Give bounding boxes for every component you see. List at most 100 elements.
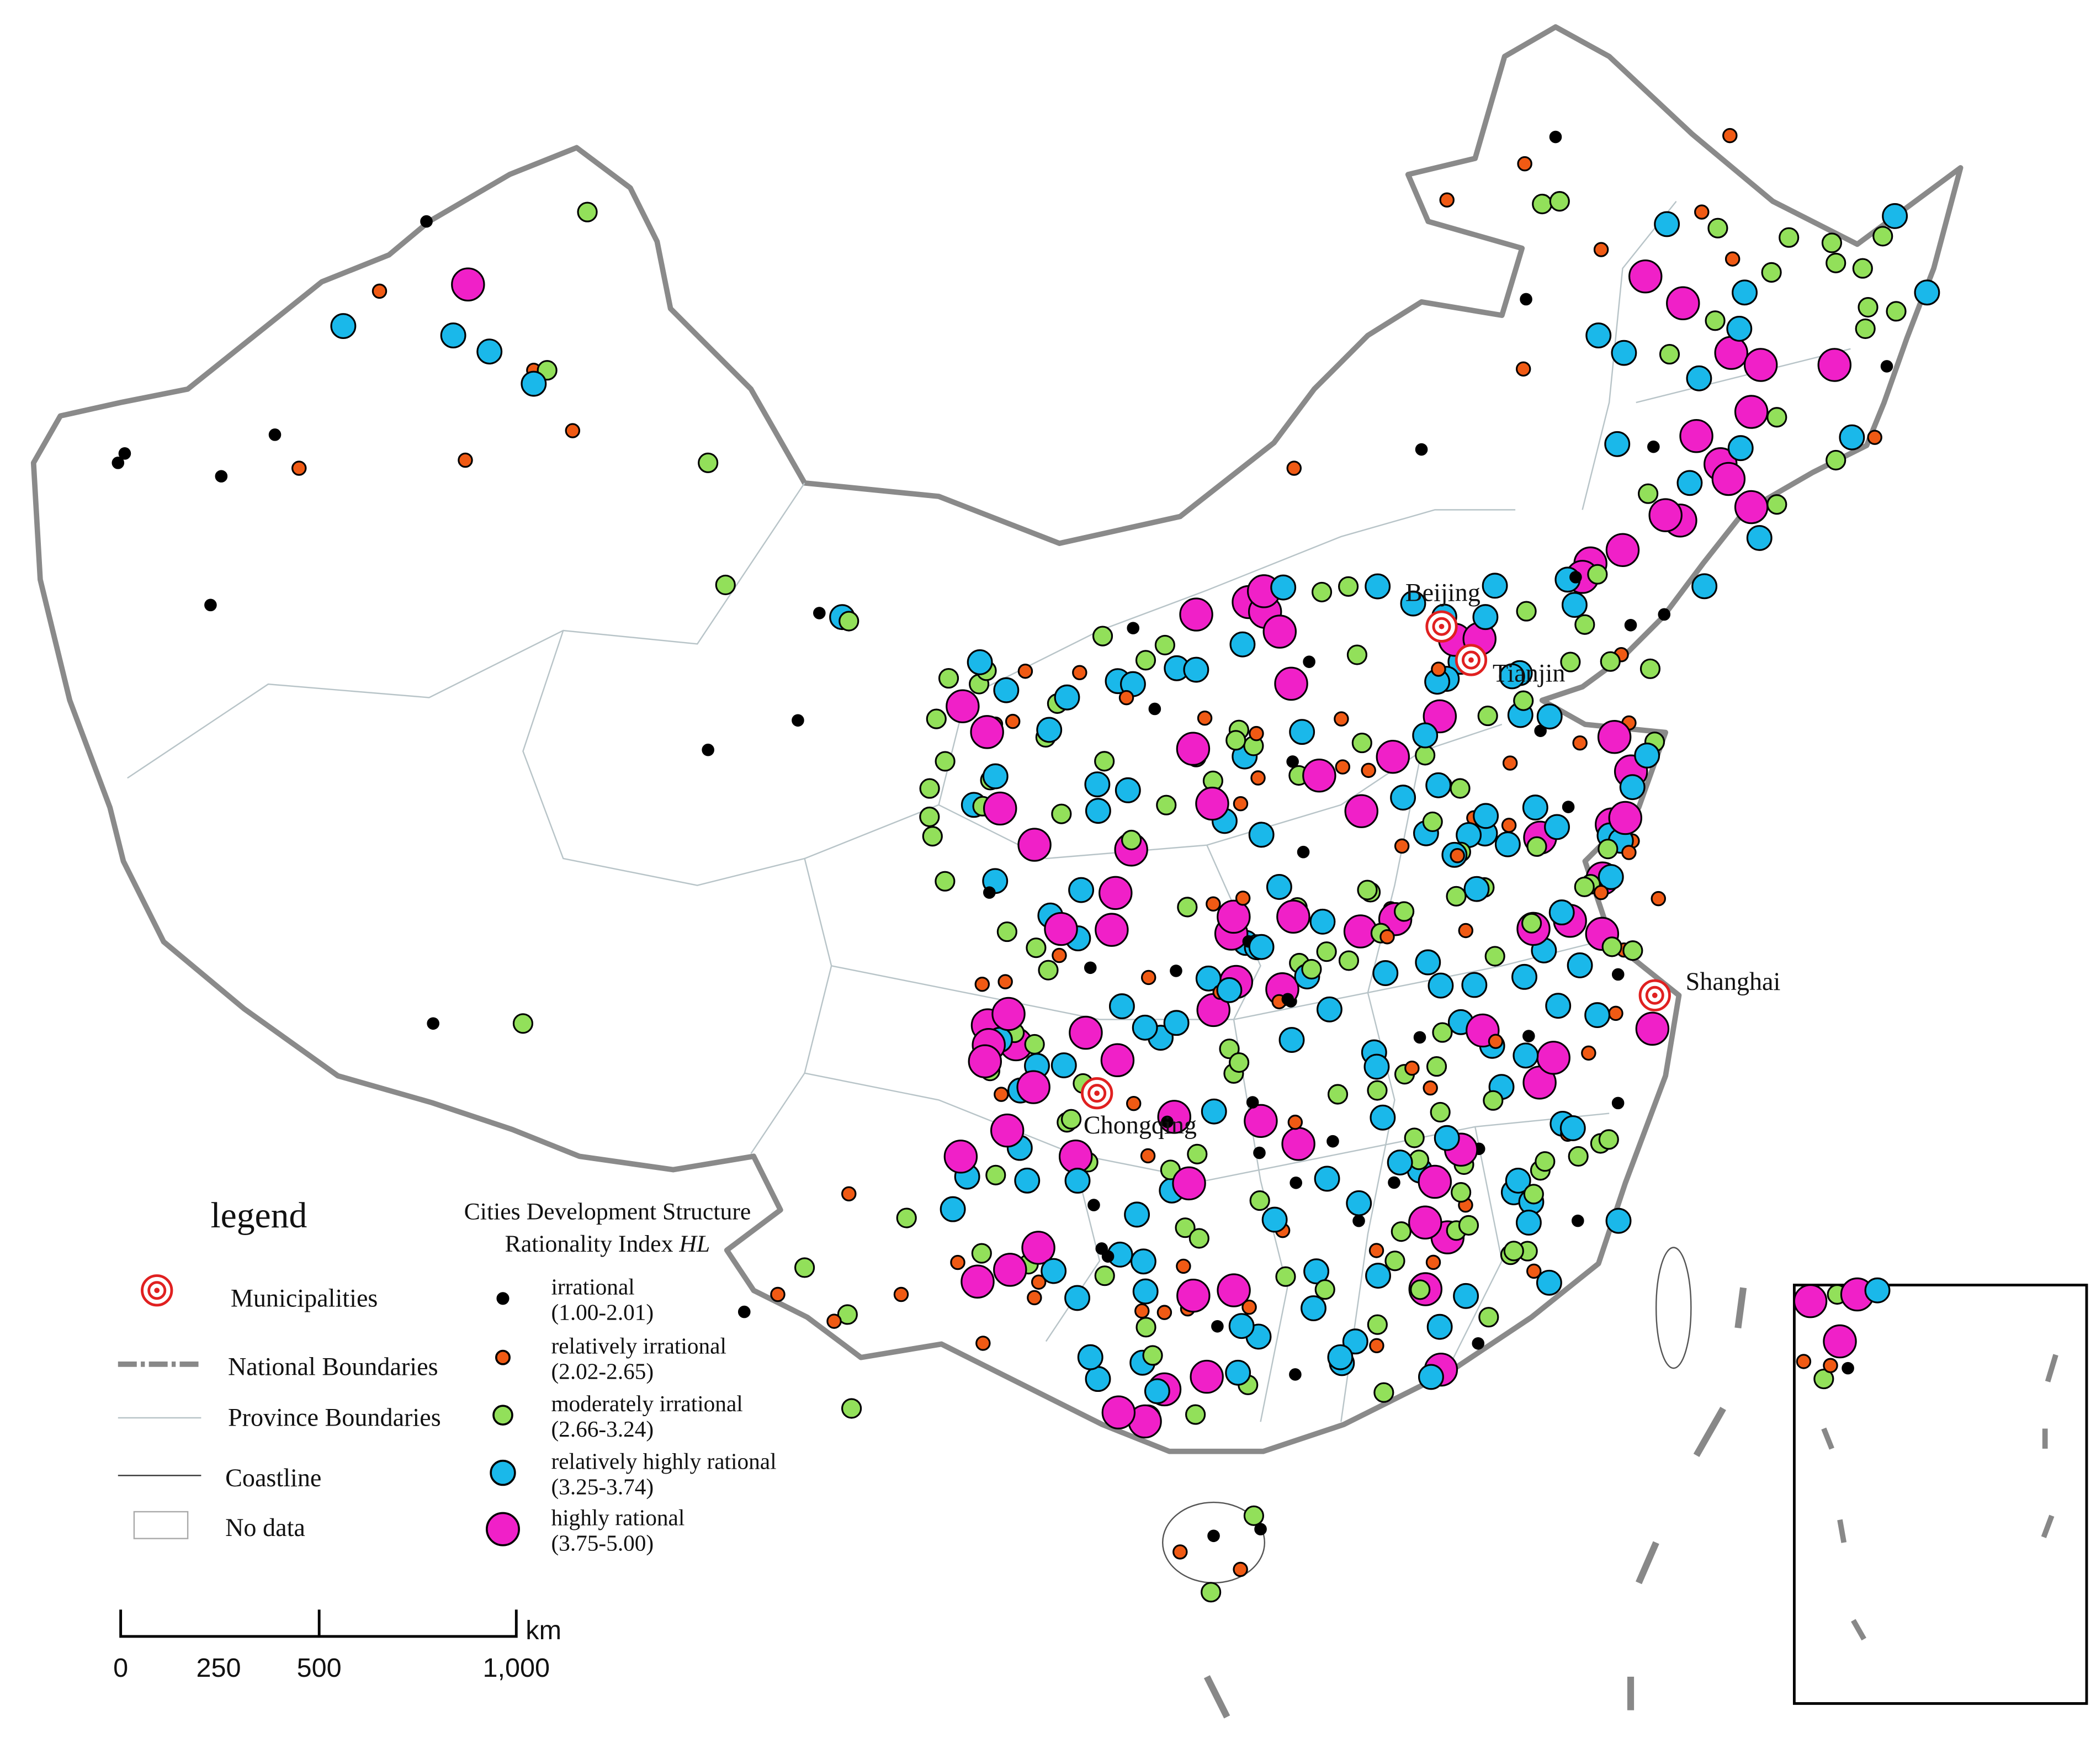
- city-dot: [1342, 1328, 1368, 1355]
- city-dot: [1418, 1164, 1452, 1199]
- city-dot: [1494, 831, 1521, 857]
- city-dot: [1711, 462, 1746, 496]
- city-dot: [1598, 839, 1619, 860]
- municipality-label: Tianjin: [1493, 659, 1566, 687]
- city-dot: [1161, 1115, 1174, 1129]
- city-dot: [1108, 993, 1135, 1020]
- city-dot: [1425, 772, 1452, 798]
- legend-dot: [490, 1459, 516, 1486]
- city-dot: [1367, 1314, 1388, 1335]
- city-dot: [1274, 666, 1308, 701]
- city-dot: [1016, 1070, 1050, 1104]
- city-dot: [1635, 1011, 1670, 1046]
- city-dot: [1142, 1345, 1163, 1366]
- city-dot: [1813, 1368, 1834, 1390]
- city-dot: [1608, 801, 1642, 835]
- city-dot: [1176, 1278, 1211, 1313]
- city-dot: [1351, 732, 1372, 754]
- city-dot: [1235, 891, 1251, 906]
- scale-unit: km: [526, 1615, 561, 1645]
- city-dot: [1779, 227, 1800, 248]
- city-dot: [1175, 1217, 1196, 1238]
- city-dot: [1338, 950, 1360, 971]
- city-dot: [1327, 1344, 1354, 1370]
- municipality-ring: [1087, 1084, 1107, 1103]
- city-dot: [1526, 836, 1547, 857]
- city-dot: [1052, 947, 1067, 963]
- city-dot: [1311, 581, 1333, 602]
- city-dot: [1400, 590, 1426, 617]
- city-dot: [1561, 592, 1588, 618]
- city-dot: [1357, 880, 1378, 900]
- city-dot: [1724, 251, 1741, 267]
- city-dot: [1379, 929, 1395, 945]
- city-dot: [1316, 941, 1337, 962]
- city-dot: [702, 743, 714, 756]
- city-dot: [427, 1017, 439, 1030]
- city-dot: [1309, 908, 1336, 935]
- city-dot: [1446, 886, 1467, 907]
- city-dot: [1694, 204, 1710, 220]
- city-dot: [1135, 650, 1156, 671]
- city-dot: [1095, 1242, 1108, 1255]
- scale-label: 1,000: [482, 1653, 550, 1683]
- city-dot: [1301, 1295, 1326, 1321]
- city-dot: [1691, 573, 1718, 600]
- city-dot: [1453, 1283, 1479, 1309]
- city-dot: [1415, 949, 1441, 976]
- city-dot: [1172, 1166, 1206, 1201]
- city-dot: [1823, 1324, 1857, 1359]
- city-dot: [1211, 1320, 1224, 1333]
- city-dot: [1526, 1263, 1542, 1279]
- city-dot: [1253, 1146, 1266, 1159]
- city-dot: [1658, 608, 1671, 621]
- city-dot: [1140, 1148, 1156, 1164]
- city-dot: [1628, 259, 1663, 294]
- city-dot: [1560, 651, 1581, 672]
- city-dot: [1217, 1273, 1251, 1307]
- legend-dot: [496, 1292, 510, 1305]
- city-dot: [1135, 1317, 1156, 1338]
- city-dot: [1190, 1359, 1224, 1394]
- city-dot: [1413, 1031, 1426, 1044]
- city-dot: [1014, 1167, 1041, 1194]
- city-dot: [1478, 1307, 1499, 1328]
- city-dot: [1472, 1337, 1485, 1350]
- city-dot: [1316, 996, 1342, 1023]
- city-dot: [1793, 1284, 1828, 1318]
- city-dot: [1391, 1221, 1412, 1242]
- city-dot: [1278, 1027, 1305, 1053]
- scale-label: 0: [113, 1653, 128, 1683]
- city-dot: [1281, 1127, 1315, 1161]
- city-dot: [946, 689, 980, 723]
- city-dot: [971, 1243, 992, 1264]
- city-dot: [1352, 1214, 1365, 1227]
- city-dot: [1404, 1060, 1420, 1076]
- city-dot: [1458, 923, 1473, 939]
- city-dot: [1482, 573, 1508, 599]
- city-dot: [943, 1140, 978, 1174]
- city-dot: [813, 607, 826, 619]
- sea-boundary-dashes: [1203, 1287, 1747, 1719]
- city-dot: [1027, 1290, 1042, 1306]
- city-dot: [1390, 785, 1416, 811]
- city-dot: [1548, 899, 1575, 926]
- city-dot: [1156, 794, 1177, 815]
- city-dot: [1206, 896, 1221, 912]
- city-dot: [1855, 318, 1876, 339]
- city-dot: [1511, 963, 1537, 990]
- city-dot: [1072, 665, 1087, 680]
- city-dot: [1334, 711, 1349, 727]
- city-dot: [268, 428, 282, 441]
- city-dot: [968, 1044, 1002, 1079]
- city-dot: [1707, 218, 1728, 239]
- city-dot: [1327, 1084, 1349, 1105]
- city-dot: [1094, 1265, 1115, 1286]
- city-dot: [1746, 525, 1773, 551]
- city-dot: [565, 423, 581, 438]
- city-dot: [990, 1113, 1025, 1148]
- class-name: relatively highly rational: [551, 1448, 776, 1474]
- municipality-center: [1652, 992, 1658, 998]
- city-dot: [1766, 407, 1787, 428]
- city-dot: [770, 1286, 786, 1302]
